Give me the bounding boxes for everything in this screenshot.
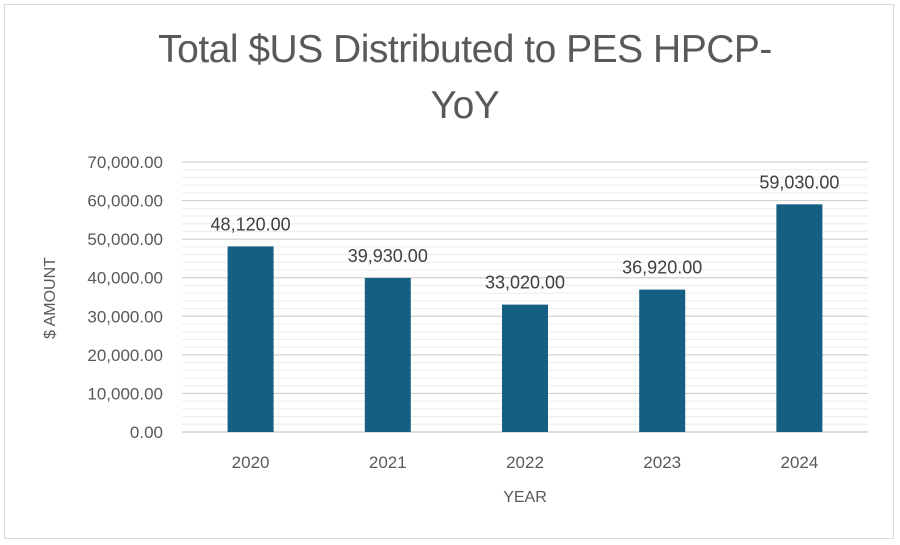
x-axis-title: YEAR <box>503 489 547 506</box>
bar <box>776 204 823 432</box>
y-tick-label: 30,000.00 <box>87 307 163 326</box>
x-axis-ticks: 2020 2021 2022 2023 2024 <box>232 453 819 472</box>
y-tick-label: 60,000.00 <box>87 192 163 211</box>
bar <box>639 289 686 432</box>
chart-title: Total $US Distributed to PES HPCP- YoY <box>130 22 800 134</box>
y-tick-label: 10,000.00 <box>87 384 163 403</box>
data-label: 36,920.00 <box>622 258 702 278</box>
data-label: 39,930.00 <box>348 246 428 266</box>
chart-title-line1: Total $US Distributed to PES HPCP- <box>158 28 772 71</box>
bar <box>364 277 411 432</box>
data-label: 48,120.00 <box>211 214 291 234</box>
x-tick-label: 2021 <box>369 453 407 472</box>
x-tick-label: 2020 <box>232 453 270 472</box>
bar <box>227 246 274 432</box>
y-tick-label: 0.00 <box>130 423 163 442</box>
x-tick-label: 2022 <box>506 453 544 472</box>
x-tick-label: 2023 <box>643 453 681 472</box>
x-tick-label: 2024 <box>780 453 818 472</box>
data-labels: 48,120.00 39,930.00 33,020.00 36,920.00 59,0… <box>211 172 840 292</box>
y-tick-label: 40,000.00 <box>87 269 163 288</box>
chart-title-line2: YoY <box>430 84 500 127</box>
y-axis-title: $ AMOUNT <box>42 257 59 339</box>
bars <box>227 204 823 432</box>
y-tick-label: 20,000.00 <box>87 346 163 365</box>
y-tick-label: 70,000.00 <box>87 153 163 172</box>
chart-frame <box>4 4 894 539</box>
data-label: 33,020.00 <box>485 273 565 293</box>
y-axis-ticks: 0.00 10,000.00 20,000.00 30,000.00 40,000.00… <box>87 153 163 442</box>
y-tick-label: 50,000.00 <box>87 230 163 249</box>
bar <box>502 304 548 432</box>
data-label: 59,030.00 <box>759 172 839 192</box>
